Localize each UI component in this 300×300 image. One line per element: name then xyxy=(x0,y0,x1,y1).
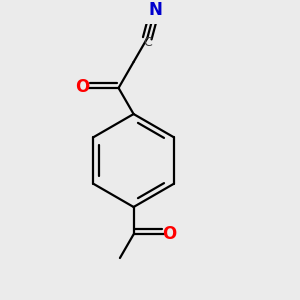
Text: N: N xyxy=(149,1,163,19)
Text: O: O xyxy=(75,78,90,96)
Text: C: C xyxy=(143,36,152,49)
Text: O: O xyxy=(163,224,177,242)
